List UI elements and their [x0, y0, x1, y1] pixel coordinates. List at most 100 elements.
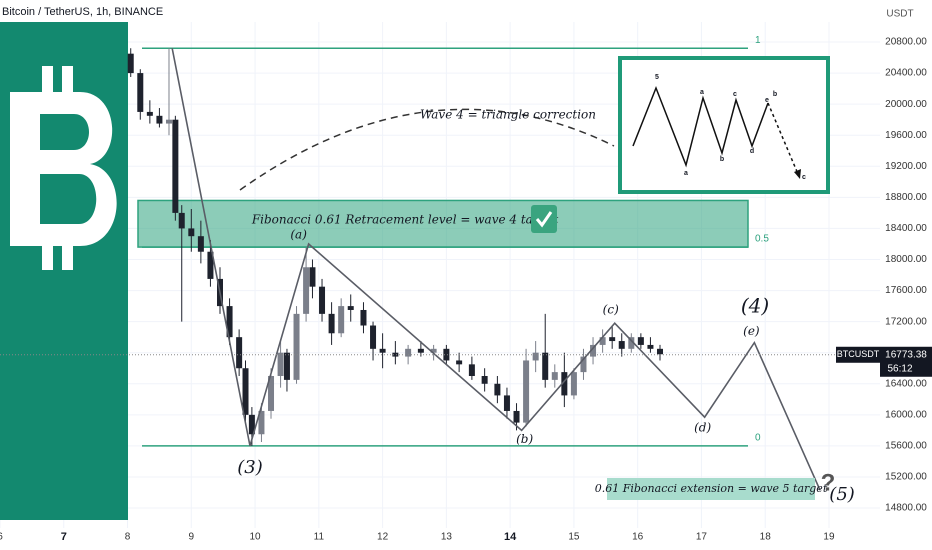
- candle-body: [172, 119, 179, 213]
- candle-body: [226, 306, 233, 338]
- candle-body: [542, 352, 549, 380]
- x-tick-label: 18: [760, 532, 772, 543]
- check-box: [531, 205, 557, 233]
- candle-body: [513, 410, 520, 423]
- candle-body: [657, 348, 663, 355]
- candle-body: [283, 352, 290, 380]
- wave-label: (c): [603, 303, 619, 317]
- x-tick-label: 10: [250, 532, 262, 543]
- candle-body: [523, 360, 530, 423]
- symbol-tag: [836, 346, 880, 363]
- candle-body: [532, 352, 539, 361]
- inset-label: a: [700, 89, 704, 96]
- y-tick-label: 15200.00: [885, 472, 927, 483]
- inset-label: a: [684, 170, 688, 177]
- wave-label: (3): [237, 457, 263, 478]
- triangle-arc: [239, 108, 615, 191]
- wave4-title: Wave 4 = triangle correction: [420, 108, 596, 122]
- y-tick-label: 17600.00: [885, 285, 927, 296]
- inset-label: d: [750, 148, 754, 155]
- wave-label: (b): [516, 432, 533, 446]
- candle-body: [561, 372, 568, 396]
- wave-label: (a): [290, 227, 307, 241]
- inset-zigzag: [632, 85, 769, 168]
- candle-body: [258, 410, 265, 435]
- wave-label: (e): [743, 324, 760, 338]
- candle-body: [590, 344, 597, 357]
- candle-body: [303, 267, 310, 314]
- candle-body: [347, 306, 354, 310]
- price-tag: [880, 346, 932, 377]
- candle-body: [146, 111, 153, 116]
- inset-arrow-head: [794, 169, 801, 179]
- countdown-label: 56:12: [887, 363, 912, 374]
- candle-body: [430, 348, 437, 353]
- y-axis-label: USDT: [886, 9, 913, 20]
- candle-body: [628, 337, 635, 349]
- candle-body: [309, 267, 316, 287]
- y-tick-label: 20000.00: [885, 99, 927, 110]
- candle-body: [197, 236, 204, 252]
- candle-body: [456, 360, 463, 365]
- x-tick-label: 9: [189, 532, 195, 543]
- fib-layer: 10.50: [137, 35, 769, 447]
- wave-layer: (3) (a) (b) (c) (d) (e) (5): [171, 48, 855, 505]
- candle-body: [319, 286, 326, 314]
- question-mark: ?: [821, 469, 836, 496]
- candle-body: [242, 368, 249, 415]
- candle-body: [156, 115, 163, 124]
- x-tick-label: 7: [61, 531, 67, 543]
- x-tick-label: 8: [125, 532, 131, 543]
- candle-body: [468, 364, 475, 376]
- x-tick-label: 15: [568, 532, 580, 543]
- candle-body: [248, 414, 255, 435]
- y-tick-label: 19600.00: [885, 130, 927, 141]
- inset-frame: [618, 56, 830, 194]
- candle-body: [570, 372, 577, 396]
- x-tick-label: 14: [504, 531, 517, 543]
- candle-body: [503, 395, 510, 411]
- fib-level-label: 1: [755, 35, 761, 46]
- candle-body: [580, 356, 587, 373]
- x-tick-label: 16: [632, 532, 644, 543]
- y-tick-label: 16000.00: [885, 409, 927, 420]
- candle-body: [178, 212, 185, 229]
- candle-body: [188, 228, 195, 237]
- inset-label: 5: [655, 74, 659, 81]
- candle-body: [268, 376, 275, 411]
- wave-label: (5): [829, 484, 855, 505]
- inset-label: c: [802, 174, 806, 181]
- inset-dashed-leg: [767, 102, 799, 175]
- y-tick-label: 19200.00: [885, 161, 927, 172]
- y-tick-label: 18400.00: [885, 223, 927, 234]
- candle-body: [609, 337, 616, 342]
- ext-target-box: [607, 478, 815, 500]
- y-tick-label: 14800.00: [885, 503, 927, 514]
- candle-body: [637, 337, 644, 345]
- candle-body: [165, 119, 172, 124]
- fib-level-label: 0: [755, 433, 761, 444]
- y-tick-label: 15600.00: [885, 441, 927, 452]
- candle-body: [405, 348, 412, 357]
- y-tick-label: 17200.00: [885, 316, 927, 327]
- wave4-label: (4): [741, 294, 769, 318]
- candle-body: [370, 325, 377, 349]
- candle-body: [328, 313, 335, 334]
- candle-body: [379, 348, 386, 353]
- wave-label: (d): [694, 421, 711, 435]
- axes: 14800.00 15200.00 15600.00 16000.00 16400.00…: [0, 37, 932, 543]
- y-tick-label: 20800.00: [885, 37, 927, 48]
- y-tick-label: 18800.00: [885, 192, 927, 203]
- candle-body: [647, 344, 654, 349]
- ext-target-note: 0.61 Fibonacci extension = wave 5 target: [595, 482, 828, 495]
- chart-title: Bitcoin / TetherUS, 1h, BINANCE: [2, 6, 163, 18]
- candle-body: [236, 337, 243, 369]
- x-tick-label: 17: [696, 532, 708, 543]
- x-tick-label: 19: [823, 532, 835, 543]
- x-tick-label: 11: [314, 532, 325, 543]
- candle-body: [293, 313, 300, 380]
- candle-body: [207, 251, 214, 279]
- candle-body: [551, 372, 558, 380]
